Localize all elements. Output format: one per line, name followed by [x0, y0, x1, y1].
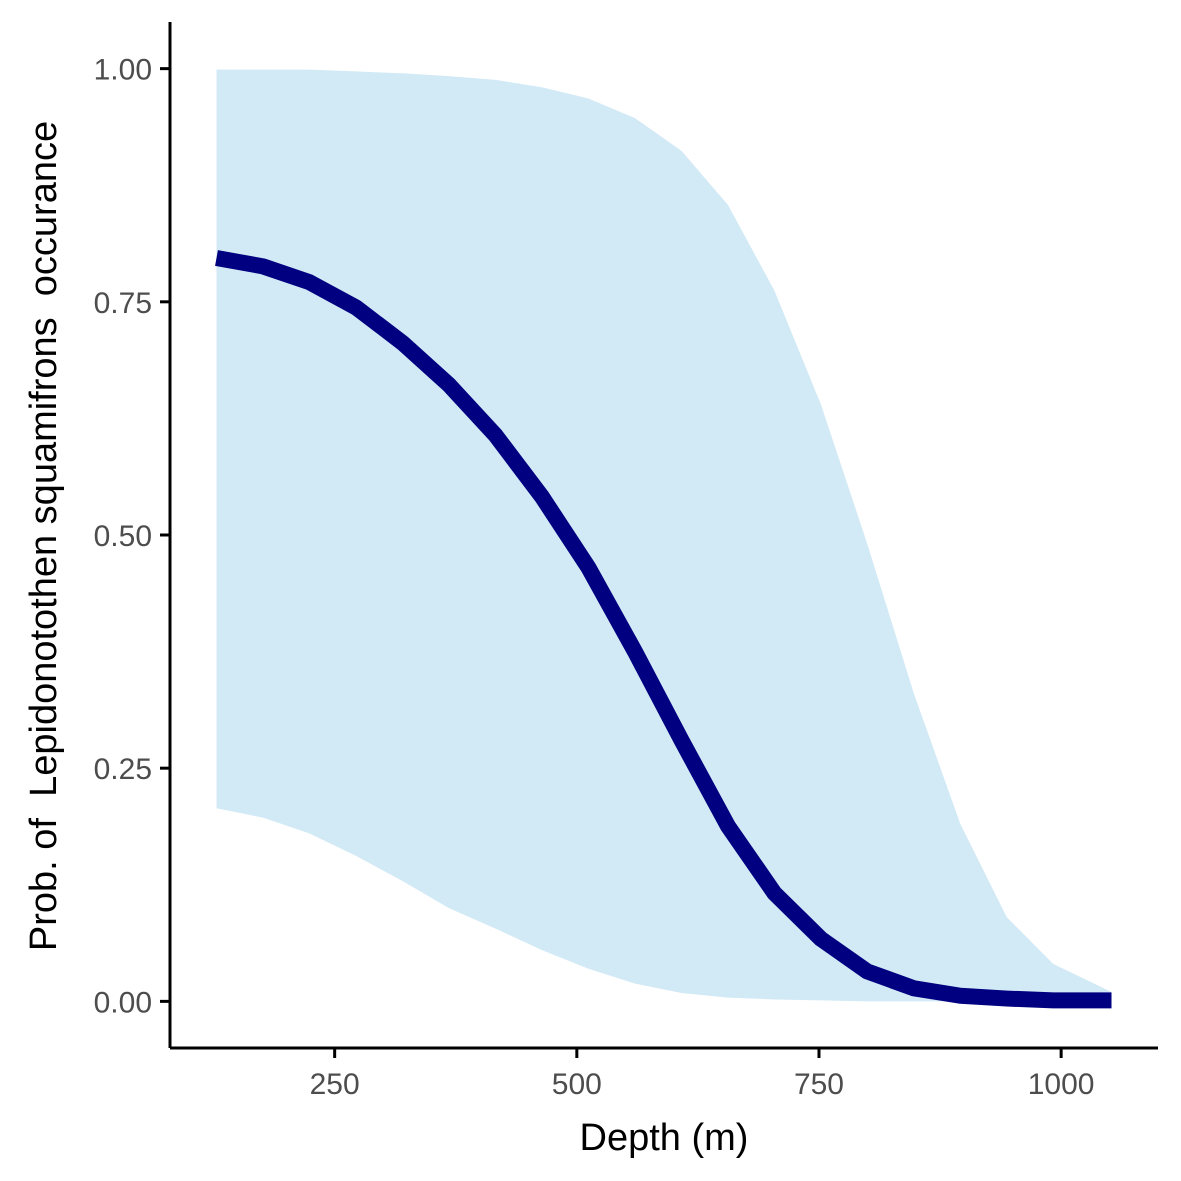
x-tick-label: 750 [794, 1068, 844, 1101]
x-tick-label: 500 [552, 1068, 602, 1101]
probability-line [215, 250, 1112, 1009]
y-axis-title: Prob. of Lepidonotothen squamifrons occu… [23, 121, 65, 951]
y-tick-label: 0.00 [94, 986, 152, 1019]
confidence-band-layer [216, 69, 1112, 1002]
y-tick-label: 1.00 [94, 54, 152, 87]
y-tick-label: 0.50 [94, 520, 152, 553]
axes: 250 500 750 1000 0.00 0.25 0.50 0.75 1.00 [94, 22, 1158, 1101]
y-tick-label: 0.75 [94, 287, 152, 320]
x-tick-label: 250 [310, 1068, 360, 1101]
probability-line-layer [215, 250, 1112, 1009]
y-tick-label: 0.25 [94, 753, 152, 786]
confidence-band [216, 69, 1112, 1002]
x-axis-title: Depth (m) [580, 1117, 749, 1159]
x-tick-label: 1000 [1028, 1068, 1095, 1101]
